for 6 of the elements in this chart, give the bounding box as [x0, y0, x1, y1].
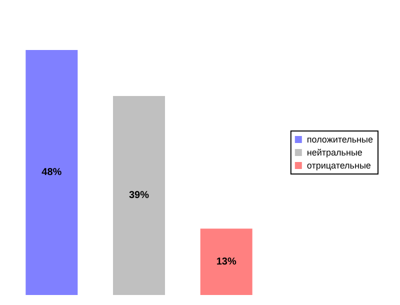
data-label: 13% [216, 256, 236, 268]
legend-label: положительные [306, 134, 374, 144]
legend-label: отрицательные [306, 160, 371, 170]
data-label: 48% [42, 167, 62, 178]
data-label: 39% [128, 190, 150, 201]
legend-label: нейтральные [306, 148, 362, 158]
